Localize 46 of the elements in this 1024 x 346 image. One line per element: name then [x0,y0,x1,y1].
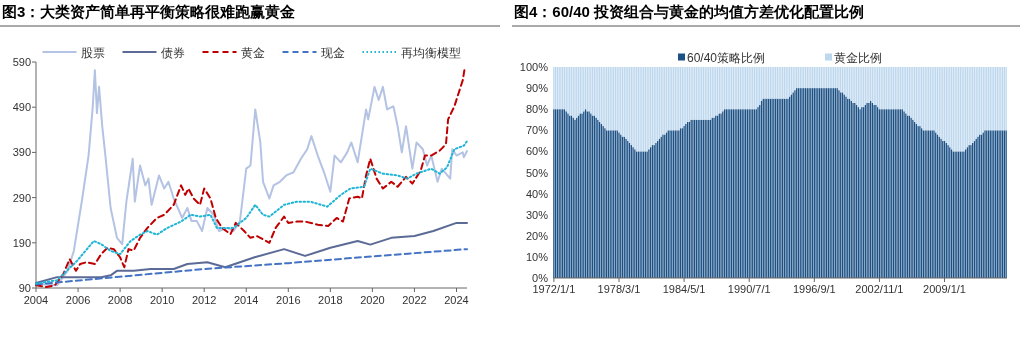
x-tick-label: 2014 [234,294,259,306]
legend-label: 再均衡模型 [400,45,461,60]
legend-label: 现金 [320,45,345,60]
line-series [35,221,468,285]
y-tick-label: 390 [12,146,31,159]
y-tick-label: 490 [12,101,31,114]
x-tick-label: 1996/9/1 [792,283,836,295]
y-tick-label: 30% [525,208,549,221]
y-tick-label: 190 [12,236,31,249]
legend-label: 股票 [80,45,105,60]
legend-label: 60/40策略比例 [686,50,766,65]
x-tick-label: 1972/1/1 [532,283,576,295]
y-tick-label: 70% [525,124,549,137]
x-tick-label: 2008 [107,294,133,306]
y-tick-label: 40% [525,187,549,200]
y-tick-label: 90% [525,82,549,95]
x-tick-label: 2016 [276,294,301,306]
y-tick-label: 20% [525,229,549,242]
chart-title: 图3：大类资产简单再平衡策略很难跑赢黄金 [2,3,296,20]
legend-label: 债券 [160,45,185,60]
x-tick-label: 2022 [402,294,427,306]
x-tick-label: 2010 [149,294,175,306]
y-tick-label: 0% [532,272,549,284]
y-tick-label: 90 [18,282,31,294]
x-tick-label: 2018 [318,294,343,306]
x-tick-label: 2012 [191,294,217,306]
x-tick-label: 2024 [444,294,469,306]
x-tick-label: 2009/1/1 [923,283,966,295]
x-tick-label: 2020 [360,294,385,306]
line-series [35,140,468,285]
x-tick-label: 1984/5/1 [662,283,706,295]
x-tick-label: 1978/3/1 [597,283,641,295]
chart-title: 图4：60/40 投资组合与黄金的均值方差优化配置比例 [514,3,865,20]
x-tick-label: 1990/7/1 [727,283,771,295]
y-tick-label: 590 [12,56,31,68]
x-tick-label: 2002/11/1 [855,283,904,295]
y-tick-label: 10% [525,250,549,263]
x-tick-label: 2004 [23,294,49,306]
y-tick-label: 50% [525,166,549,179]
y-tick-label: 290 [12,191,31,204]
x-tick-label: 2006 [65,294,91,306]
legend-label: 黄金 [240,45,265,60]
y-tick-label: 100% [519,61,549,73]
y-tick-label: 80% [525,103,549,116]
legend-label: 黄金比例 [834,50,883,65]
y-tick-label: 60% [525,145,549,158]
